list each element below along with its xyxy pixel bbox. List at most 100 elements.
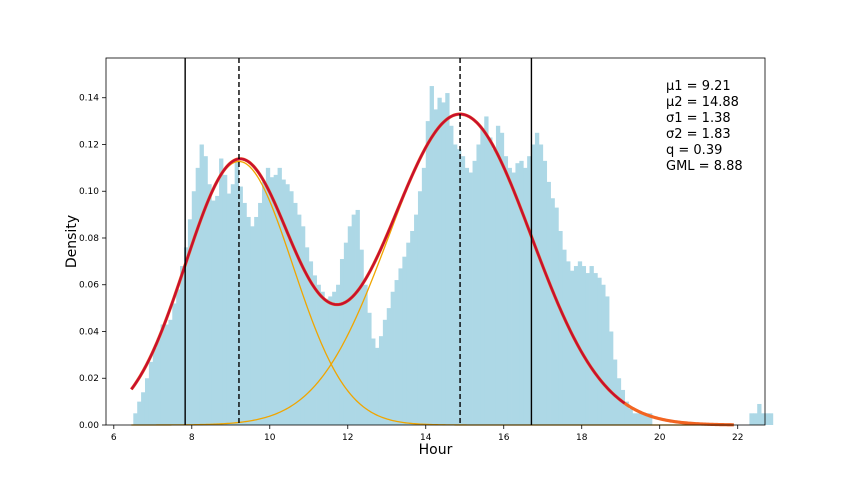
- histogram-bar: [609, 331, 614, 425]
- histogram-bar: [246, 216, 251, 425]
- y-tick-label: 0.06: [79, 281, 99, 291]
- histogram-bar: [222, 174, 228, 425]
- histogram-bar: [507, 167, 512, 425]
- x-tick-label: 16: [498, 433, 510, 443]
- histogram-bar: [503, 156, 509, 425]
- histogram-bar: [620, 389, 626, 425]
- histogram-bar: [605, 296, 610, 425]
- histogram-bar: [612, 359, 618, 425]
- histogram-bar: [187, 219, 193, 425]
- y-axis-label: Density: [64, 215, 80, 268]
- histogram-bar: [277, 167, 282, 425]
- histogram-bar: [386, 308, 392, 425]
- histogram-bar: [449, 125, 454, 426]
- histogram-bar: [570, 270, 575, 425]
- histogram-bar: [628, 408, 633, 425]
- histogram-bar: [339, 259, 345, 425]
- histogram-bar: [144, 378, 150, 425]
- y-tick-label: 0.00: [79, 421, 99, 431]
- histogram-bar: [519, 160, 524, 425]
- histogram-bar: [363, 284, 368, 425]
- histogram-bar: [304, 247, 310, 425]
- y-tick-label: 0.02: [79, 374, 99, 384]
- histogram-bar: [558, 230, 563, 425]
- histogram-bar: [550, 198, 555, 425]
- histogram-bar: [281, 179, 286, 425]
- histogram-bar: [254, 216, 259, 425]
- histogram-bar: [351, 214, 356, 425]
- histogram-bar: [180, 266, 185, 425]
- histogram-bar: [390, 291, 395, 425]
- histogram-bar: [597, 277, 602, 425]
- histogram-bar: [367, 312, 372, 425]
- histogram-bar: [433, 109, 438, 425]
- histogram-bar: [378, 336, 384, 425]
- y-tick-label: 0.12: [79, 140, 99, 150]
- histogram-bar: [585, 273, 590, 425]
- histogram-bar: [441, 102, 446, 426]
- histogram-bar: [464, 167, 470, 425]
- histogram-bar: [324, 298, 329, 425]
- histogram-bar: [355, 209, 360, 425]
- histogram-bar: [534, 132, 540, 425]
- histogram-bar: [250, 226, 255, 425]
- x-tick-label: 10: [264, 433, 276, 443]
- histogram-bar: [601, 284, 606, 425]
- histogram-bar: [453, 144, 458, 425]
- histogram-bar: [566, 261, 571, 425]
- histogram-bar: [394, 280, 399, 425]
- histogram-bar: [640, 413, 645, 425]
- histogram-bar: [429, 86, 434, 425]
- histogram-bar: [199, 144, 204, 425]
- histogram-bar: [472, 160, 477, 425]
- histogram-bar: [460, 156, 466, 425]
- histogram-bar: [382, 319, 388, 425]
- histogram-bar: [492, 149, 497, 426]
- histogram-bar: [421, 167, 427, 425]
- histogram-bar: [577, 261, 583, 425]
- histogram-bar: [527, 156, 532, 425]
- histogram-bar: [648, 413, 653, 425]
- histogram-bar: [141, 392, 146, 425]
- histogram-bar: [242, 202, 247, 425]
- histogram-bar: [312, 275, 317, 425]
- histogram-bar: [523, 167, 528, 425]
- histogram-bars: [133, 86, 774, 426]
- histogram-bar: [437, 97, 442, 425]
- x-tick-label: 22: [732, 433, 743, 443]
- histogram-bar: [624, 401, 629, 425]
- stats-annotation-line: μ1 = 9.21: [666, 79, 731, 94]
- histogram-bar: [285, 184, 290, 425]
- x-tick-label: 8: [189, 433, 195, 443]
- x-tick-label: 6: [111, 433, 117, 443]
- histogram-bar: [632, 413, 637, 425]
- axes-frame: [105, 57, 766, 426]
- histogram-bar: [168, 319, 173, 425]
- histogram-bar: [211, 200, 216, 425]
- histogram-bar: [176, 289, 181, 425]
- histogram-bar: [133, 413, 138, 425]
- histogram-bar: [542, 160, 548, 425]
- histogram-bar: [562, 249, 567, 425]
- y-tick-label: 0.04: [79, 327, 99, 337]
- histogram-bar: [589, 266, 594, 425]
- histogram-bar: [359, 249, 364, 425]
- histogram-bar: [581, 266, 587, 425]
- x-axis-label: Hour: [419, 442, 453, 458]
- histogram-bar: [320, 291, 325, 425]
- histogram-bar: [183, 247, 189, 425]
- histogram-bar: [219, 158, 224, 425]
- histogram-bar: [328, 296, 333, 425]
- histogram-bar: [347, 226, 353, 425]
- histogram-bar: [484, 116, 489, 426]
- histogram-bar: [293, 202, 298, 425]
- histogram-bar: [476, 144, 481, 425]
- histogram-bar: [258, 202, 263, 425]
- stats-annotation-line: GML = 8.88: [666, 159, 743, 174]
- histogram-bar: [573, 266, 579, 425]
- histogram-bar: [445, 93, 450, 426]
- histogram-bar: [636, 413, 641, 425]
